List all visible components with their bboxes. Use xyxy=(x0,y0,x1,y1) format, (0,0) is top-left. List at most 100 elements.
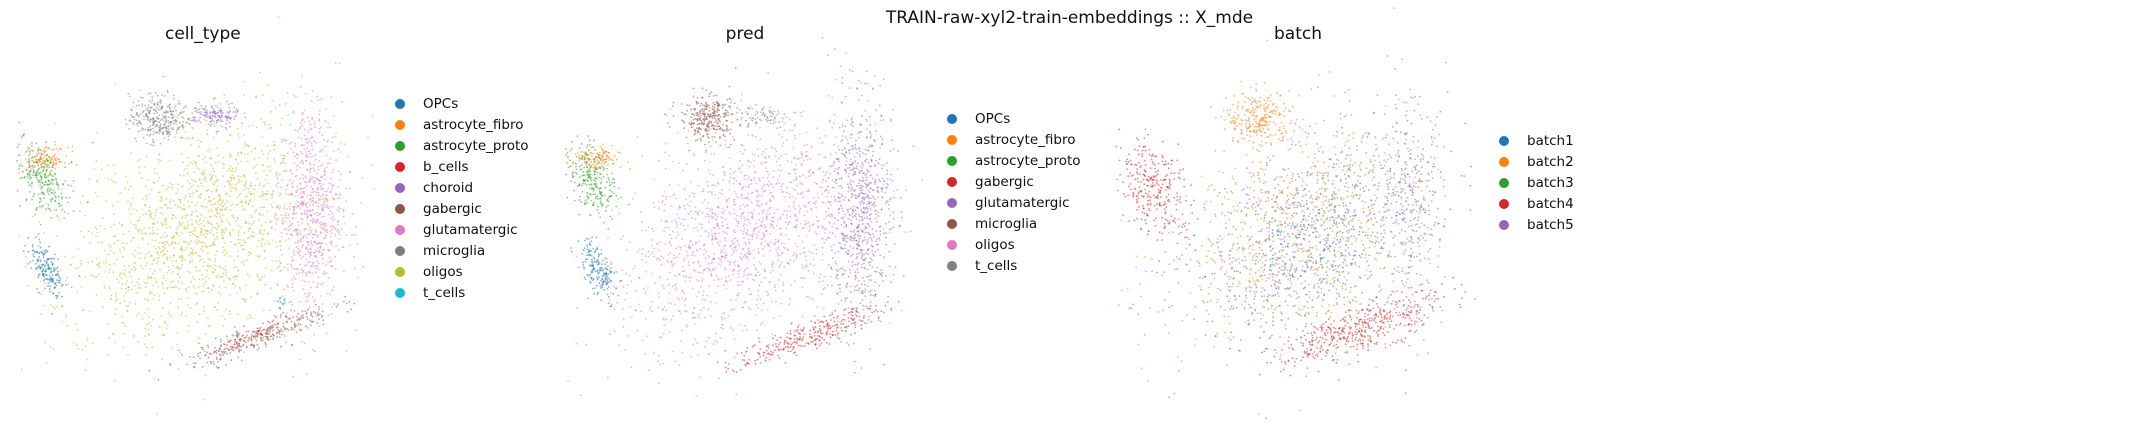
data-point xyxy=(320,204,323,207)
data-point xyxy=(316,286,318,288)
data-point xyxy=(763,184,766,187)
data-point xyxy=(237,313,240,316)
data-point xyxy=(181,215,184,218)
data-point xyxy=(200,229,203,231)
data-point xyxy=(196,242,199,245)
data-point xyxy=(668,283,670,286)
data-point xyxy=(230,179,233,182)
data-point xyxy=(47,207,49,210)
data-point xyxy=(27,250,30,253)
data-point xyxy=(108,244,110,246)
data-point xyxy=(217,154,220,157)
data-point xyxy=(67,212,69,215)
data-point xyxy=(256,327,259,330)
data-point xyxy=(744,197,746,199)
data-point xyxy=(683,259,685,262)
data-point xyxy=(714,214,717,216)
data-point xyxy=(304,264,306,267)
data-point xyxy=(297,324,299,327)
data-point xyxy=(293,162,295,165)
data-point xyxy=(207,196,210,198)
data-point xyxy=(192,192,194,195)
data-point xyxy=(669,233,671,236)
data-point xyxy=(289,170,292,173)
data-point xyxy=(121,322,123,324)
data-point xyxy=(672,315,674,317)
data-point xyxy=(246,259,249,261)
data-point xyxy=(146,106,149,109)
data-point xyxy=(227,349,230,351)
data-point xyxy=(300,268,303,271)
data-point xyxy=(151,239,154,242)
data-point xyxy=(305,155,308,157)
data-point xyxy=(616,301,618,304)
data-point xyxy=(158,114,161,117)
data-point xyxy=(132,236,135,239)
data-point xyxy=(50,174,53,177)
data-point xyxy=(316,95,318,98)
data-point xyxy=(314,126,316,129)
data-point xyxy=(332,225,335,227)
data-point xyxy=(241,248,244,251)
data-point xyxy=(113,213,115,216)
data-point xyxy=(264,121,266,124)
data-point xyxy=(278,207,281,210)
data-point xyxy=(830,245,833,248)
data-point xyxy=(180,136,182,139)
data-point xyxy=(31,249,34,252)
data-point xyxy=(776,251,779,254)
data-point xyxy=(702,190,705,192)
data-point xyxy=(671,160,674,163)
data-point xyxy=(310,314,312,317)
data-point xyxy=(218,350,221,352)
data-point xyxy=(659,363,661,366)
data-point xyxy=(227,116,230,119)
data-point xyxy=(186,363,189,366)
data-point xyxy=(793,260,795,263)
data-point xyxy=(187,172,189,175)
data-point xyxy=(86,358,89,361)
data-point xyxy=(304,92,307,95)
data-point xyxy=(175,119,177,122)
data-point xyxy=(733,241,736,244)
data-point xyxy=(28,147,31,150)
data-point xyxy=(664,226,667,229)
data-point xyxy=(701,223,703,226)
data-point xyxy=(135,225,137,227)
data-point xyxy=(309,162,311,165)
data-point xyxy=(647,287,649,289)
data-point xyxy=(117,239,119,242)
data-point xyxy=(45,157,48,160)
data-point xyxy=(211,114,214,117)
data-point xyxy=(210,178,213,181)
data-point xyxy=(751,152,754,155)
data-point xyxy=(720,260,723,263)
data-point xyxy=(23,176,25,179)
data-point xyxy=(40,171,42,174)
data-point xyxy=(777,259,779,261)
data-point xyxy=(82,309,84,312)
data-point xyxy=(48,148,51,150)
data-point xyxy=(47,174,50,177)
data-point xyxy=(247,273,249,276)
data-point xyxy=(253,231,255,234)
data-point xyxy=(114,341,117,344)
data-point xyxy=(723,311,726,314)
data-point xyxy=(235,115,237,117)
data-point xyxy=(348,300,351,303)
data-point xyxy=(247,330,250,332)
data-point xyxy=(143,115,146,118)
data-point xyxy=(264,341,266,344)
data-point xyxy=(153,223,156,226)
data-point xyxy=(171,260,174,262)
data-point xyxy=(283,335,286,337)
data-point xyxy=(683,299,686,302)
data-point xyxy=(656,242,658,245)
data-point xyxy=(187,286,190,289)
data-point xyxy=(254,335,257,338)
data-point xyxy=(165,130,168,133)
data-point xyxy=(320,242,322,245)
data-point xyxy=(743,273,746,276)
data-point xyxy=(145,113,148,115)
data-point xyxy=(308,149,310,152)
